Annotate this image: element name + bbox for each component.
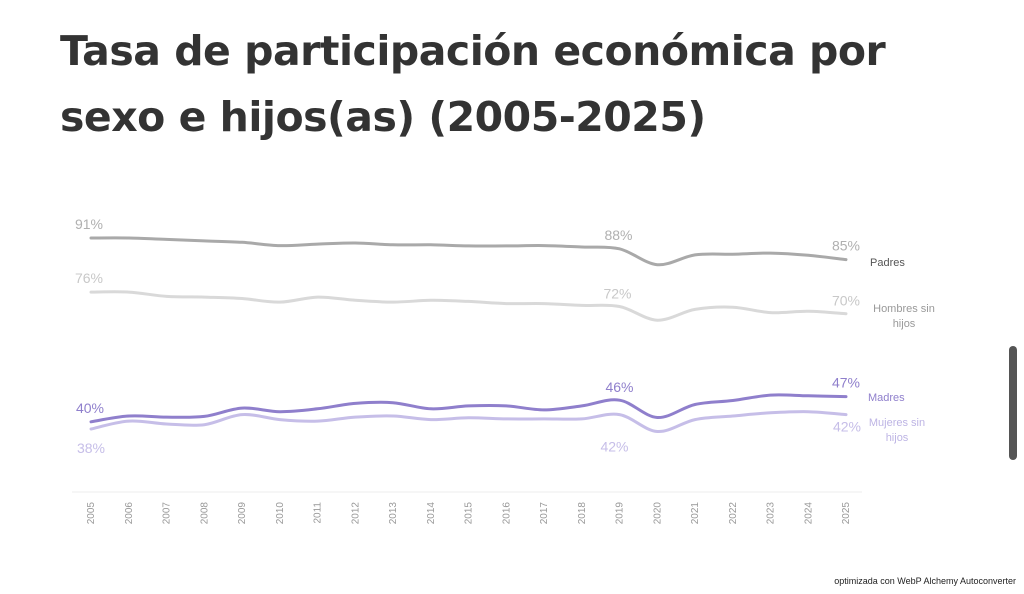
- x-tick-label: 2014: [426, 502, 437, 525]
- series-name-label: hijos: [886, 432, 909, 444]
- x-tick-label: 2008: [199, 502, 210, 525]
- series-line: [89, 410, 848, 434]
- data-label: 47%: [832, 375, 860, 391]
- x-tick-label: 2006: [124, 502, 135, 525]
- data-label: 38%: [77, 440, 105, 456]
- x-tick-label: 2016: [501, 502, 512, 525]
- data-label: 72%: [603, 285, 631, 301]
- data-labels: 91% 88% 85% 76% 72% 70% 40% 46% 47% 38% 42% 42%: [75, 216, 861, 456]
- x-tick-label: 2005: [86, 502, 97, 525]
- data-label: 46%: [605, 379, 633, 395]
- data-label: 76%: [75, 270, 103, 286]
- series-end-names: Padres Hombres sin hijos Madres Mujeres sin h…: [868, 257, 935, 444]
- x-tick-label: 2009: [237, 502, 248, 525]
- chart-title: Tasa de participación económica por sexo…: [60, 27, 886, 141]
- x-axis-ticks: 2005 2006 2007 2008 2009 2010 2011 2012 2013 2014…: [86, 502, 852, 525]
- x-tick-label: 2015: [464, 502, 475, 525]
- data-label: 70%: [832, 293, 860, 309]
- data-label: 42%: [833, 419, 861, 435]
- x-tick-label: 2011: [313, 502, 324, 524]
- data-label: 91%: [75, 216, 103, 232]
- series-name-label: Hombres sin: [873, 303, 935, 315]
- x-tick-label: 2019: [615, 502, 626, 525]
- series-name-label: Mujeres sin: [869, 417, 925, 429]
- series-line: [89, 393, 848, 424]
- x-tick-label: 2017: [539, 502, 550, 525]
- footer-note: optimizada con WebP Alchemy Autoconverte…: [834, 576, 1016, 586]
- series-line: [89, 290, 848, 322]
- series-name-label: Padres: [870, 257, 905, 269]
- x-tick-label: 2020: [652, 502, 663, 525]
- series-lines: [89, 236, 848, 434]
- scrollbar-thumb[interactable]: [1009, 346, 1017, 460]
- x-tick-label: 2010: [275, 502, 286, 525]
- x-tick-label: 2023: [766, 502, 777, 525]
- data-label: 85%: [832, 238, 860, 254]
- x-tick-label: 2007: [162, 502, 173, 525]
- x-tick-label: 2024: [803, 502, 814, 525]
- series-line: [89, 236, 848, 267]
- x-tick-label: 2021: [690, 502, 701, 525]
- x-tick-label: 2013: [388, 502, 399, 525]
- x-tick-label: 2018: [577, 502, 588, 525]
- x-tick-label: 2025: [841, 502, 852, 525]
- data-label: 42%: [600, 439, 628, 455]
- series-name-label: hijos: [893, 318, 916, 330]
- data-label: 40%: [76, 400, 104, 416]
- x-tick-label: 2022: [728, 502, 739, 525]
- data-label: 88%: [604, 227, 632, 243]
- series-name-label: Madres: [868, 392, 905, 404]
- x-tick-label: 2012: [350, 502, 361, 525]
